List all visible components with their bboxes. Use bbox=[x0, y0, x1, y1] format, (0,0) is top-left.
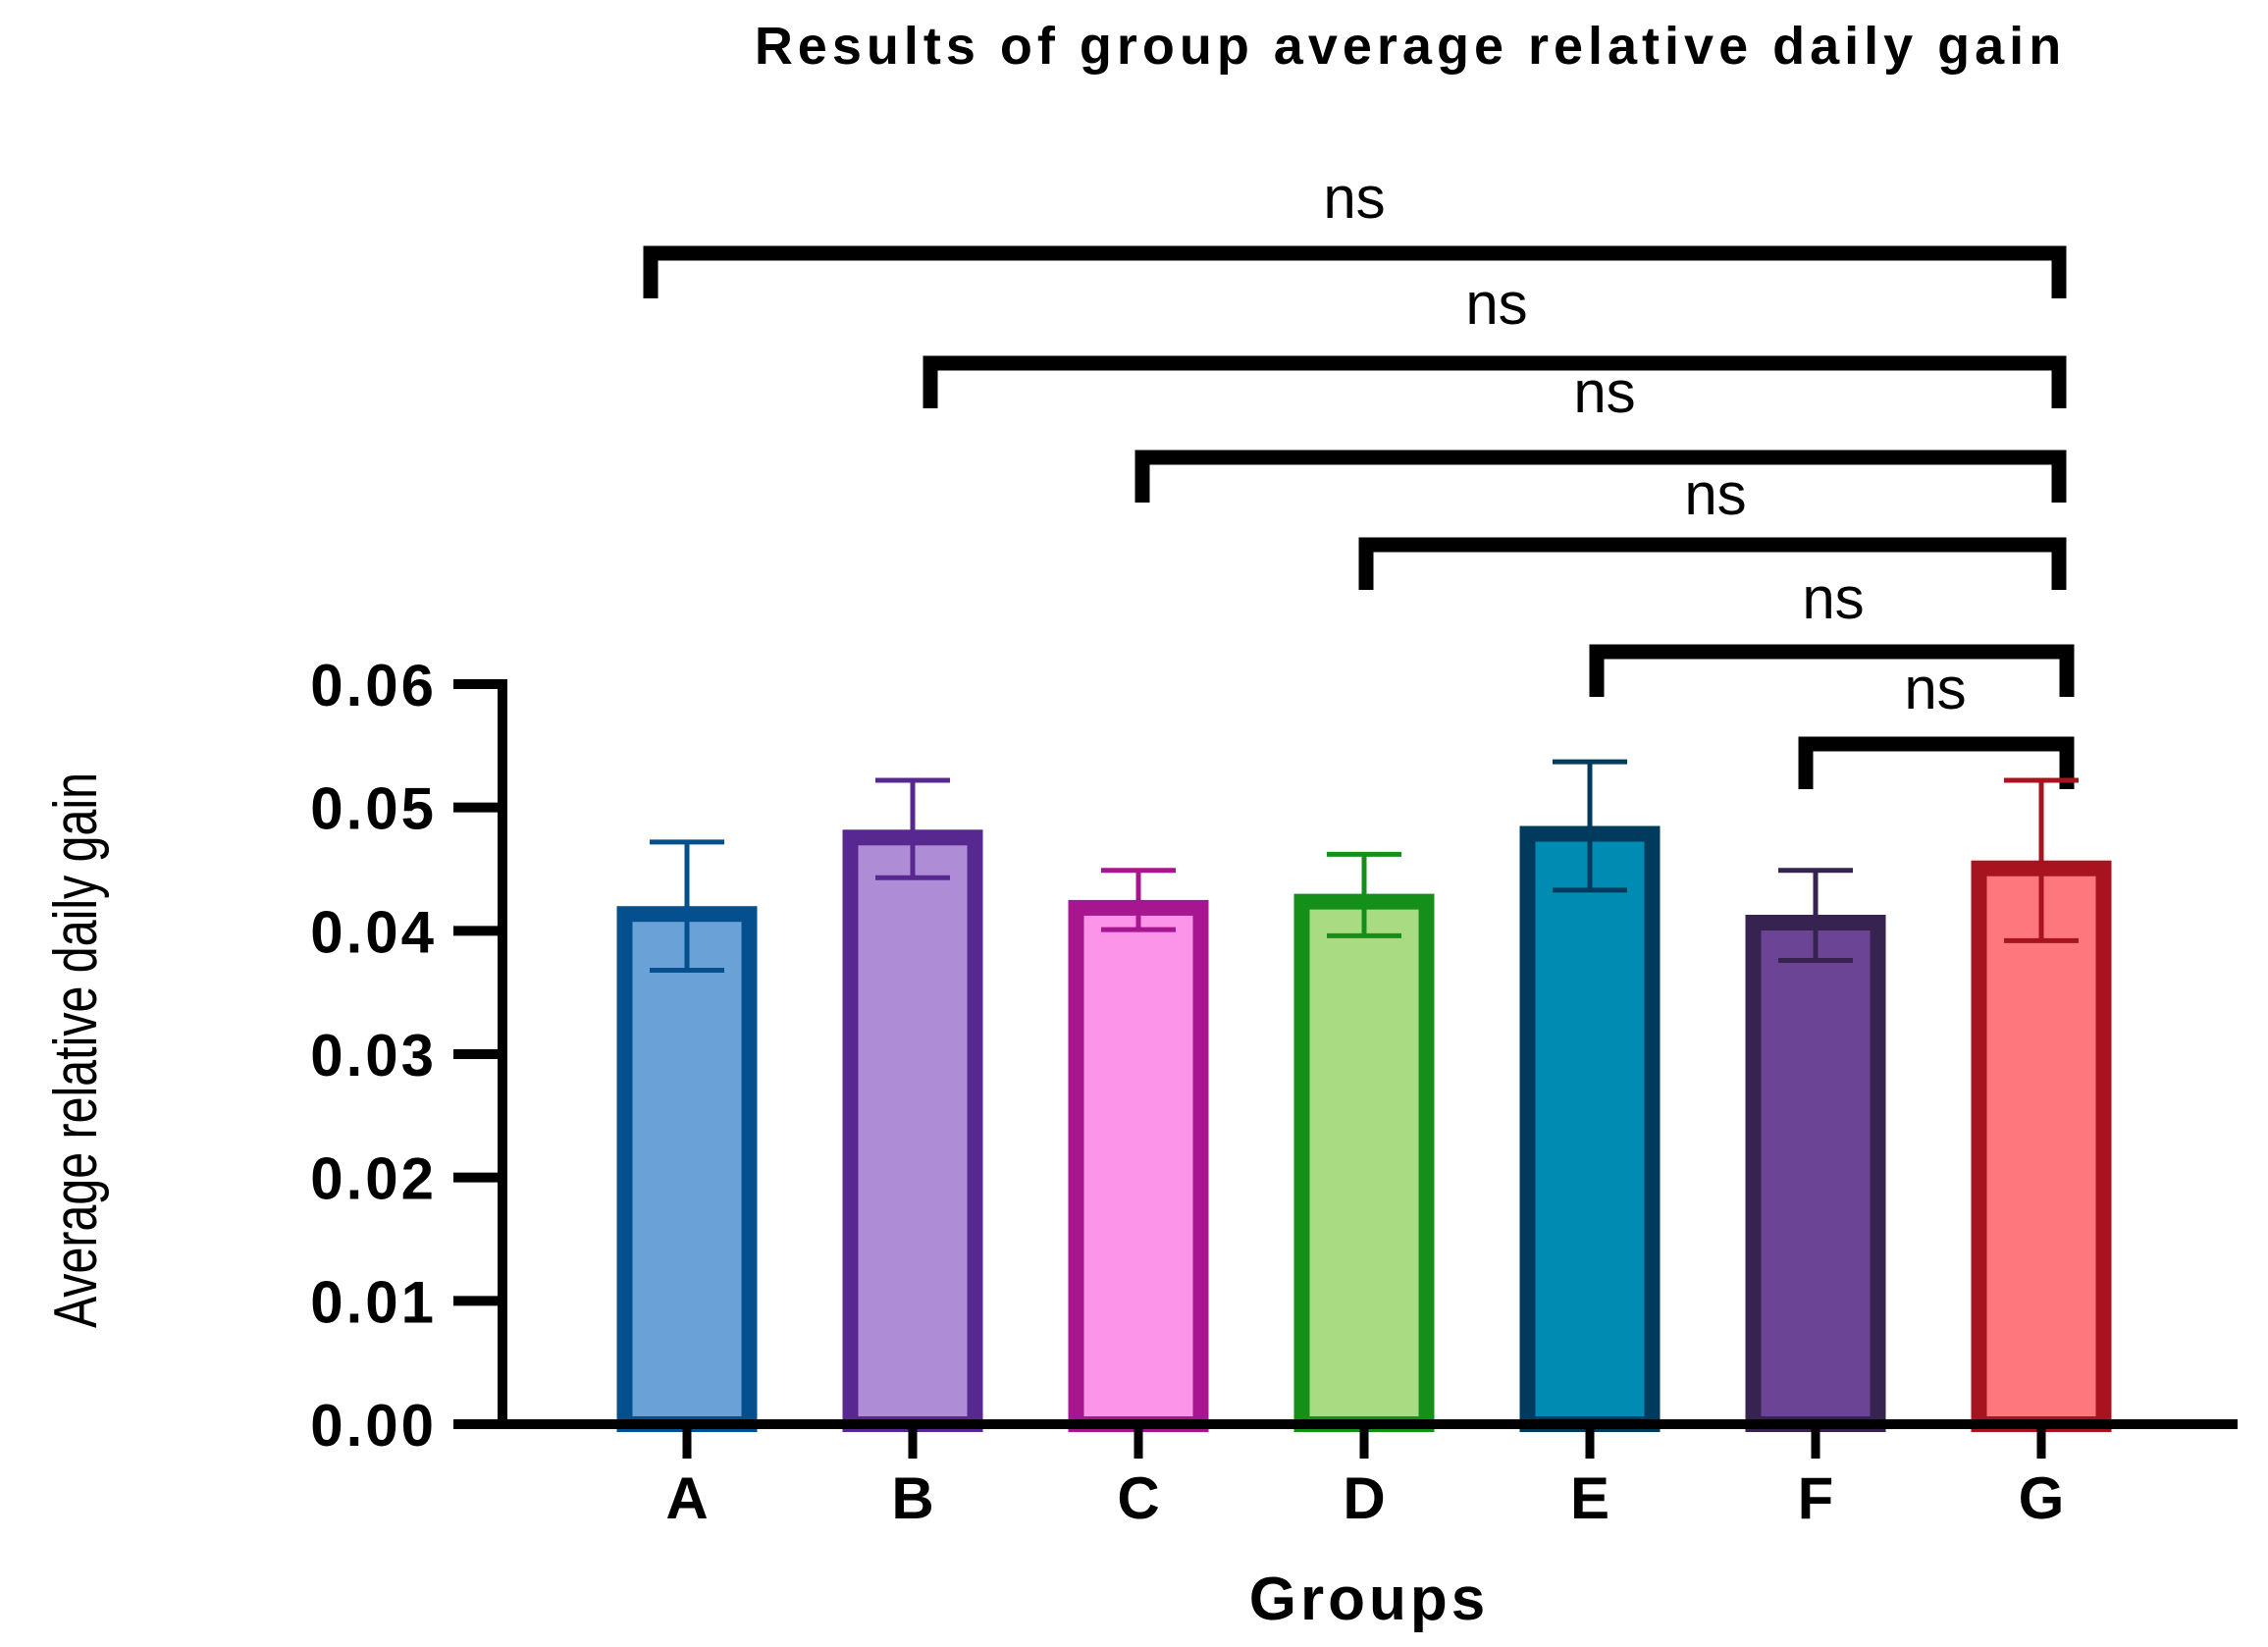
x-tick-label-A: A bbox=[665, 1465, 708, 1531]
significance-bracket-C-G bbox=[1134, 450, 2067, 503]
significance-label-A-G: ns bbox=[1323, 165, 1385, 231]
significance-label-D-G: ns bbox=[1684, 461, 1746, 527]
significance-label-C-G: ns bbox=[1573, 359, 1635, 425]
chart-title: Results of group average relative daily … bbox=[755, 17, 2066, 76]
y-tick-label: 0.02 bbox=[310, 1146, 437, 1212]
significance-label-B-G: ns bbox=[1465, 271, 1527, 337]
x-tick-label-C: C bbox=[1117, 1465, 1159, 1531]
significance-bracket-B-G bbox=[923, 355, 2067, 408]
x-tick-label-G: G bbox=[2019, 1465, 2065, 1531]
significance-label-E-G: ns bbox=[1802, 565, 1864, 631]
bar-G bbox=[1971, 860, 2112, 1432]
x-tick-label-D: D bbox=[1343, 1465, 1385, 1531]
x-axis-label: Groups bbox=[1249, 1566, 1489, 1633]
y-tick-label: 0.01 bbox=[310, 1269, 437, 1335]
bar-B bbox=[842, 829, 983, 1432]
x-tick-label-E: E bbox=[1570, 1465, 1609, 1531]
significance-bracket-F-G bbox=[1798, 736, 2075, 789]
x-tick-label-F: F bbox=[1798, 1465, 1834, 1531]
bar-F bbox=[1745, 914, 1886, 1432]
bar-C bbox=[1068, 899, 1209, 1432]
bar-E bbox=[1519, 825, 1661, 1432]
bar-D bbox=[1293, 893, 1435, 1432]
y-tick-label: 0.06 bbox=[310, 653, 437, 718]
y-tick-label: 0.00 bbox=[310, 1393, 437, 1459]
significance-bracket-D-G bbox=[1358, 537, 2067, 590]
significance-label-F-G: ns bbox=[1904, 656, 1966, 721]
y-tick-label: 0.05 bbox=[310, 776, 437, 842]
significance-bracket-A-G bbox=[643, 245, 2067, 298]
x-tick-label-B: B bbox=[891, 1465, 933, 1531]
significance-bracket-E-G bbox=[1589, 644, 2075, 697]
bar-A bbox=[616, 906, 758, 1432]
y-tick-label: 0.04 bbox=[310, 899, 437, 965]
y-axis-label: Average relative daily gain bbox=[41, 772, 109, 1328]
y-tick-label: 0.03 bbox=[310, 1023, 437, 1089]
